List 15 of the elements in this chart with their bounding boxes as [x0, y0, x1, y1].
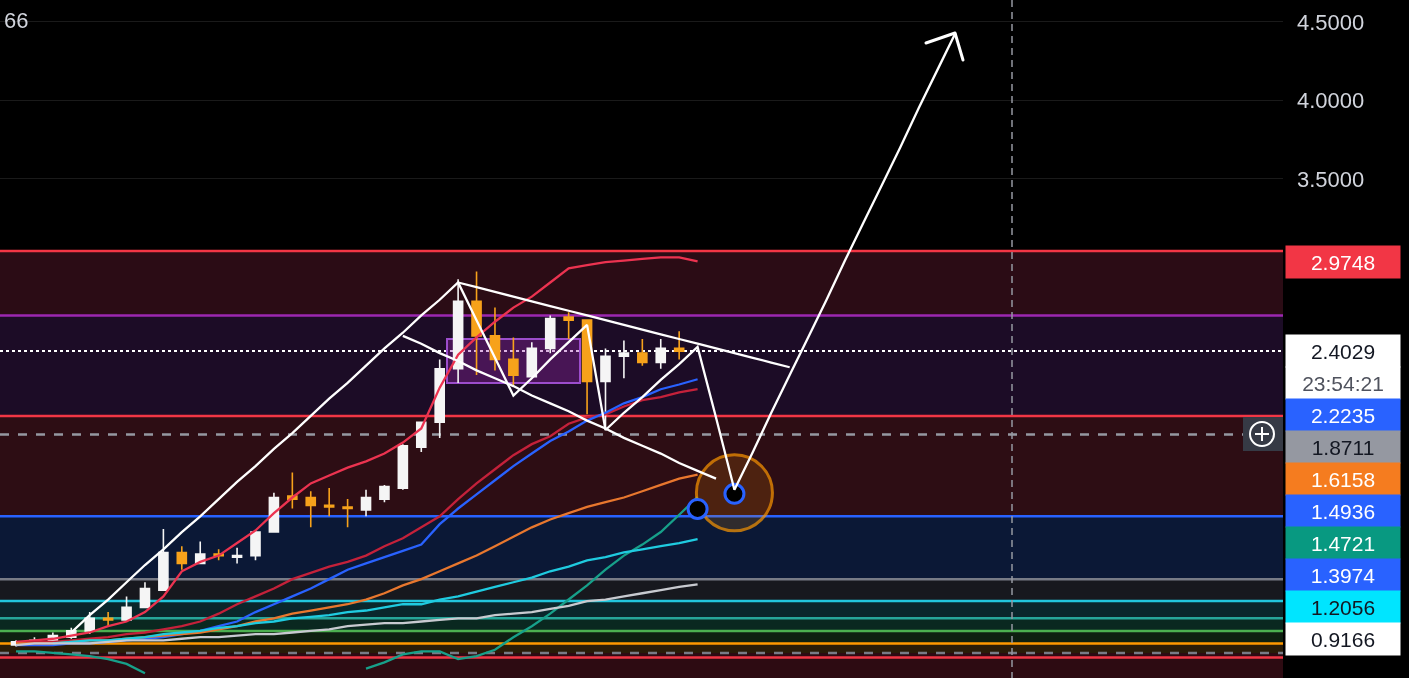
text: 0.9166: [1310, 627, 1376, 651]
text: 2.2235: [1310, 403, 1376, 427]
text: 23:54:21: [1302, 371, 1384, 395]
ref-line-label: 1.8711: [1311, 435, 1375, 459]
text: 1.6158: [1310, 467, 1376, 491]
text: 2.9748: [1310, 250, 1376, 274]
text: 1.4721: [1310, 531, 1376, 555]
y-tick-label: 3.5000: [1297, 166, 1365, 192]
ref-line-label: 2.4029: [1310, 339, 1376, 363]
text: 1.2056: [1310, 595, 1376, 619]
text: 1.3974: [1310, 563, 1376, 587]
annotation: 66: [4, 8, 29, 33]
y-tick-label: 4.5000: [1297, 9, 1365, 35]
y-tick-label: 4.0000: [1297, 88, 1365, 114]
text: 1.4936: [1310, 499, 1376, 523]
